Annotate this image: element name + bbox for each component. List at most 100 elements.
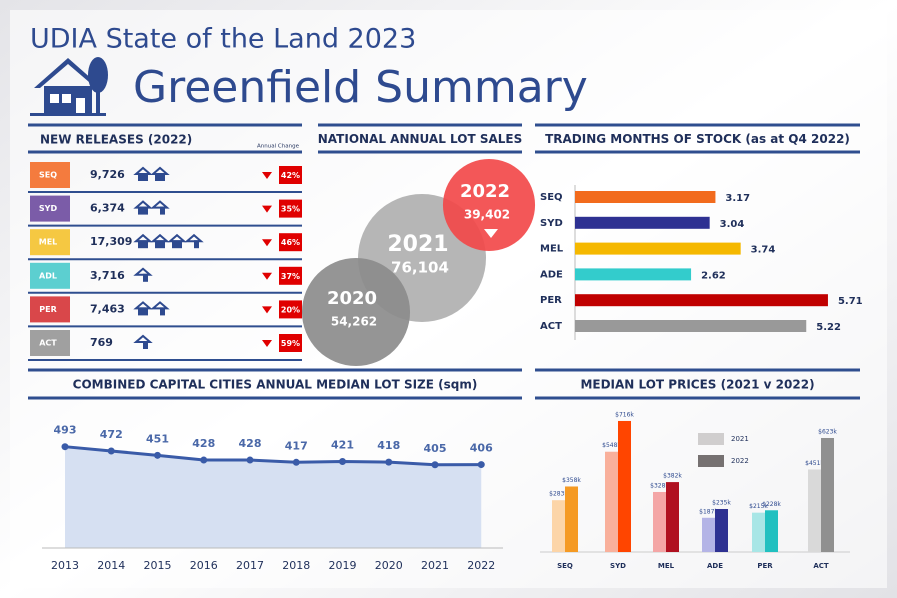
x-tick-label: 2017 [236, 559, 264, 572]
point [292, 458, 300, 466]
bubble-category: 2021 [387, 232, 448, 257]
value-label: $451k [805, 460, 824, 467]
release-count: 769 [90, 336, 113, 349]
bubble-category: 2020 [327, 288, 377, 309]
bar [575, 294, 828, 307]
change-arrow [262, 172, 272, 179]
point [61, 443, 69, 451]
value-label: 418 [377, 439, 400, 452]
region-badge [30, 229, 70, 256]
category-label: ADE [707, 562, 723, 570]
value-label: 3.04 [720, 219, 745, 230]
bar [575, 216, 710, 229]
x-tick-label: 2020 [375, 559, 403, 572]
region-badge [30, 296, 70, 323]
value-label: 421 [331, 438, 354, 451]
section-title: MEDIAN LOT PRICES (2021 v 2022) [580, 378, 814, 392]
change-badge [279, 266, 302, 285]
house-body [194, 240, 199, 249]
bar [808, 469, 821, 552]
x-tick-label: 2013 [51, 559, 79, 572]
region-label: SYD [39, 204, 58, 213]
house-body [155, 173, 165, 181]
value-label: $215k [749, 503, 768, 510]
bar [666, 482, 679, 552]
change-badge [279, 199, 302, 218]
change-badge [279, 233, 302, 252]
change-value: 59% [281, 339, 300, 348]
category-label: SEQ [557, 562, 573, 570]
change-value: 46% [281, 238, 300, 247]
page-title: UDIA State of the Land 2023 [30, 24, 416, 55]
house-body [143, 273, 148, 282]
category-label: ACT [813, 562, 829, 570]
value-label: 472 [100, 428, 123, 441]
house-body [138, 206, 148, 215]
region-label: SEQ [39, 171, 57, 180]
section-title: NATIONAL ANNUAL LOT SALES [318, 132, 522, 146]
region-badge [30, 195, 70, 222]
legend-label: 2022 [731, 457, 749, 465]
bar [765, 510, 778, 552]
release-count: 3,716 [90, 269, 125, 282]
bar [715, 508, 728, 552]
bar [702, 517, 715, 552]
bubble-category: 2022 [460, 181, 510, 202]
bubble-value: 54,262 [331, 315, 377, 329]
bar [552, 500, 565, 552]
legend-swatch [698, 433, 724, 445]
house-body [143, 341, 148, 349]
x-tick-label: 2021 [421, 559, 449, 572]
value-label: 417 [285, 439, 308, 452]
section-title: NEW RELEASES (2022) [40, 133, 192, 147]
value-label: 3.17 [725, 193, 750, 204]
category-label: SYD [610, 562, 626, 570]
value-label: $187k [699, 508, 718, 515]
house-icon [150, 233, 170, 249]
value-label: $623k [818, 428, 837, 435]
value-label: 493 [54, 424, 77, 437]
region-label: PER [39, 305, 57, 314]
legend-label: 2021 [731, 435, 749, 443]
value-label: $235k [712, 499, 731, 506]
house-body [160, 206, 165, 215]
logo [30, 57, 108, 116]
value-label: 406 [470, 442, 493, 455]
value-label: $382k [663, 473, 682, 480]
house-body [138, 173, 148, 181]
point [246, 456, 254, 464]
x-tick-label: 2022 [467, 559, 495, 572]
house-icon [133, 233, 153, 249]
change-arrow [262, 306, 272, 314]
category-label: PER [757, 562, 773, 570]
section-title: COMBINED CAPITAL CITIES ANNUAL MEDIAN LO… [73, 378, 478, 392]
release-count: 9,726 [90, 168, 125, 181]
page-subtitle: Greenfield Summary [133, 62, 588, 113]
line [64, 445, 482, 467]
house-body [138, 240, 148, 249]
value-label: 451 [146, 432, 169, 445]
bubble-value: 39,402 [464, 208, 510, 222]
x-tick-label: 2015 [144, 559, 172, 572]
section-title: TRADING MONTHS OF STOCK (as at Q4 2022) [545, 132, 850, 146]
region-badge [30, 162, 70, 188]
bar [575, 320, 807, 332]
bar [618, 420, 631, 552]
value-label: 5.22 [816, 322, 841, 333]
x-tick-label: 2016 [190, 559, 218, 572]
bar [565, 486, 578, 552]
bar [575, 242, 741, 255]
value-label: $716k [615, 411, 634, 418]
category-label: ACT [540, 321, 562, 332]
bar [752, 512, 765, 552]
region-label: ACT [39, 339, 57, 348]
area [65, 446, 482, 548]
x-tick-label: 2019 [329, 559, 357, 572]
bar [575, 191, 716, 203]
bubble [301, 257, 411, 367]
region-label: ADL [39, 271, 57, 280]
change-value: 37% [281, 272, 300, 281]
house-icon [133, 267, 153, 282]
change-value: 42% [281, 171, 300, 180]
release-count: 6,374 [90, 202, 125, 215]
